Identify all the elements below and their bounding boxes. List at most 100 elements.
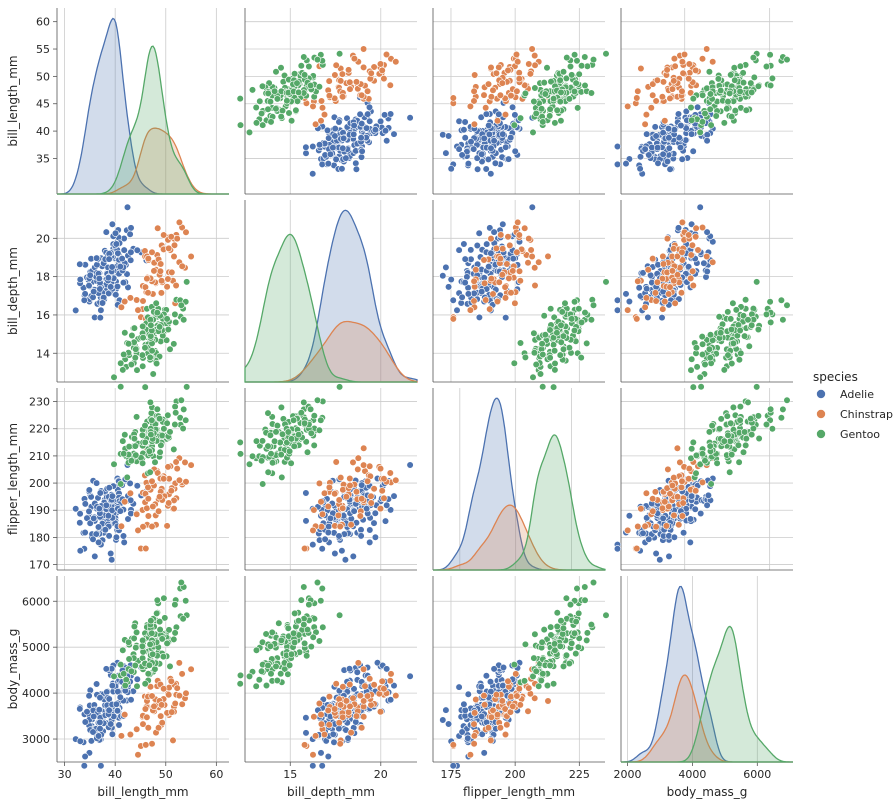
point-chinstrap <box>651 488 660 496</box>
point-gentoo <box>156 617 164 626</box>
legend-item-adelie: Adelie <box>816 388 874 401</box>
point-chinstrap <box>347 521 355 529</box>
panel-flipper_length_mm-vs-bill_length_mm: 170 180 190 200 210 220 230 flipper_length_mm <box>6 383 229 572</box>
point-chinstrap <box>624 102 632 110</box>
point-adelie <box>76 510 84 518</box>
point-chinstrap <box>155 507 163 515</box>
point-adelie <box>703 501 711 509</box>
point-gentoo <box>145 661 153 669</box>
point-adelie <box>477 683 485 691</box>
point-chinstrap <box>504 233 512 241</box>
panel-bill_length_mm-vs-bill_length_mm: 35 40 45 50 55 60 bill_length_mm <box>6 8 229 195</box>
point-gentoo <box>177 396 185 404</box>
point-gentoo <box>297 409 305 417</box>
point-gentoo <box>110 672 118 681</box>
point-chinstrap <box>325 692 334 701</box>
y-tick-label: 6000 <box>22 595 50 608</box>
point-gentoo <box>551 119 559 127</box>
point-gentoo <box>280 71 289 80</box>
point-gentoo <box>698 91 707 99</box>
point-chinstrap <box>320 110 329 119</box>
point-chinstrap <box>503 721 511 729</box>
point-chinstrap <box>168 708 176 716</box>
point-adelie <box>83 708 91 716</box>
point-gentoo <box>581 583 589 591</box>
point-chinstrap <box>160 475 168 483</box>
point-chinstrap <box>358 91 366 99</box>
point-adelie <box>381 517 390 525</box>
point-adelie <box>491 159 500 167</box>
point-chinstrap <box>126 489 134 497</box>
point-adelie <box>652 549 660 558</box>
point-gentoo <box>689 94 697 103</box>
point-gentoo <box>248 86 257 94</box>
point-chinstrap <box>673 271 682 279</box>
point-adelie <box>96 693 104 702</box>
point-adelie <box>302 729 310 737</box>
point-adelie <box>383 137 391 145</box>
point-adelie <box>371 509 379 517</box>
point-gentoo <box>272 428 280 436</box>
point-chinstrap <box>378 677 386 685</box>
point-gentoo <box>777 414 786 422</box>
point-gentoo <box>692 469 700 477</box>
point-gentoo <box>146 398 154 407</box>
point-gentoo <box>319 623 327 631</box>
point-gentoo <box>734 441 743 449</box>
point-gentoo <box>156 415 164 423</box>
point-gentoo <box>177 578 185 587</box>
point-adelie <box>349 552 357 561</box>
point-gentoo <box>295 88 303 96</box>
point-gentoo <box>139 322 147 331</box>
point-gentoo <box>267 118 275 126</box>
point-adelie <box>499 663 508 672</box>
point-chinstrap <box>670 277 678 285</box>
point-gentoo <box>705 428 714 436</box>
point-adelie <box>329 144 337 152</box>
point-chinstrap <box>315 479 324 488</box>
point-chinstrap <box>175 659 183 667</box>
point-adelie <box>458 728 466 736</box>
point-gentoo <box>736 403 745 411</box>
point-gentoo <box>292 106 300 114</box>
point-adelie <box>95 505 103 513</box>
point-adelie <box>89 728 97 736</box>
point-chinstrap <box>466 751 475 759</box>
point-gentoo <box>278 473 286 482</box>
point-adelie <box>390 492 398 500</box>
point-chinstrap <box>685 74 693 83</box>
point-chinstrap <box>167 677 175 685</box>
point-adelie <box>340 134 348 142</box>
point-gentoo <box>568 315 576 323</box>
point-chinstrap <box>317 710 325 719</box>
kde-gentoo <box>57 45 229 195</box>
point-chinstrap <box>535 258 543 266</box>
point-adelie <box>442 149 450 157</box>
point-gentoo <box>132 643 140 652</box>
point-gentoo <box>529 672 537 681</box>
point-adelie <box>480 134 488 142</box>
point-chinstrap <box>516 701 524 709</box>
point-chinstrap <box>175 218 183 226</box>
point-chinstrap <box>501 294 510 302</box>
point-gentoo <box>551 646 559 654</box>
point-chinstrap <box>678 512 687 520</box>
point-chinstrap <box>354 659 362 667</box>
point-adelie <box>458 151 466 159</box>
point-gentoo <box>171 310 179 319</box>
point-gentoo <box>735 356 744 364</box>
point-chinstrap <box>694 246 702 254</box>
point-chinstrap <box>662 522 671 530</box>
point-chinstrap <box>480 256 488 264</box>
point-gentoo <box>131 661 139 670</box>
point-chinstrap <box>173 465 181 473</box>
point-adelie <box>464 290 473 298</box>
point-gentoo <box>561 299 569 307</box>
point-chinstrap <box>386 81 394 89</box>
point-chinstrap <box>312 120 320 128</box>
point-gentoo <box>297 62 305 70</box>
point-gentoo <box>720 366 728 374</box>
point-adelie <box>302 489 310 497</box>
point-gentoo <box>559 332 568 340</box>
point-chinstrap <box>386 469 394 477</box>
